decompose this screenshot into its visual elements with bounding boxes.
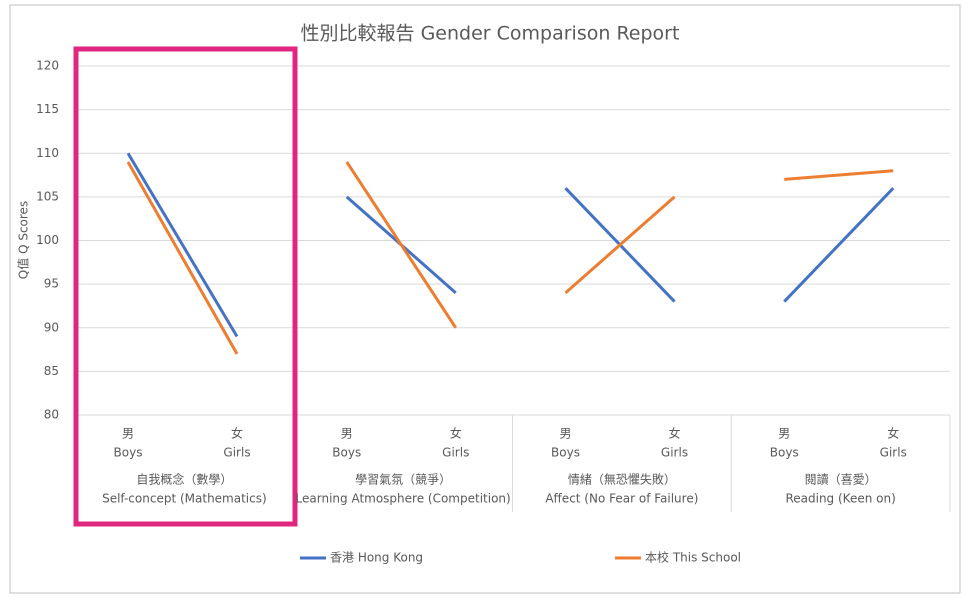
y-tick-label: 105 (36, 189, 59, 203)
series-line (126, 161, 239, 355)
y-tick-label: 90 (44, 320, 59, 334)
x-tick-label: 男 (341, 427, 353, 441)
x-tick-label: 男 (122, 427, 134, 441)
group-label: 閱讀（喜愛） (805, 473, 877, 487)
y-tick-label: 80 (44, 408, 59, 422)
x-tick-label: Girls (880, 446, 907, 460)
group-label: 學習氣氛（競爭） (355, 472, 451, 487)
x-tick-label: Girls (223, 446, 250, 460)
series-line (784, 169, 894, 181)
x-tick-label: Girls (661, 446, 688, 460)
series-line (126, 152, 239, 338)
y-tick-label: 115 (36, 102, 59, 116)
group-label: Reading (Keen on) (785, 492, 895, 506)
series-line (564, 195, 676, 294)
highlight-box (73, 46, 298, 527)
x-tick-label: Girls (442, 446, 469, 460)
x-tick-label: 女 (887, 426, 899, 441)
x-tick-label: 女 (668, 426, 680, 441)
chart-title: 性別比較報告 Gender Comparison Report (301, 23, 680, 45)
y-tick-label: 85 (44, 364, 59, 378)
y-tick-label: 100 (36, 233, 59, 247)
x-tick-label: Boys (770, 446, 799, 460)
legend-label: 香港 Hong Kong (330, 551, 423, 565)
group-label: Learning Atmosphere (Competition) (296, 492, 511, 506)
y-tick-label: 95 (44, 277, 59, 291)
group-label: 情緒（無恐懼失敗） (568, 472, 676, 487)
chart-frame (9, 4, 961, 594)
series-line (345, 161, 458, 329)
x-tick-label: 女 (450, 426, 462, 441)
group-label: Affect (No Fear of Failure) (545, 492, 698, 506)
x-tick-label: 女 (231, 426, 243, 441)
x-tick-label: Boys (551, 446, 580, 460)
y-axis-label: Q值 Q Scores (16, 201, 31, 279)
series-line (783, 187, 895, 303)
x-tick-label: Boys (332, 446, 361, 460)
group-label: 自我概念（數學） (136, 472, 232, 487)
x-tick-label: Boys (114, 446, 143, 460)
group-label: Self-concept (Mathematics) (102, 492, 267, 506)
y-tick-label: 110 (36, 146, 59, 160)
x-tick-label: 男 (559, 427, 571, 441)
legend-label: 本校 This School (645, 550, 741, 565)
x-tick-label: 男 (778, 427, 790, 441)
y-tick-label: 120 (36, 59, 59, 73)
